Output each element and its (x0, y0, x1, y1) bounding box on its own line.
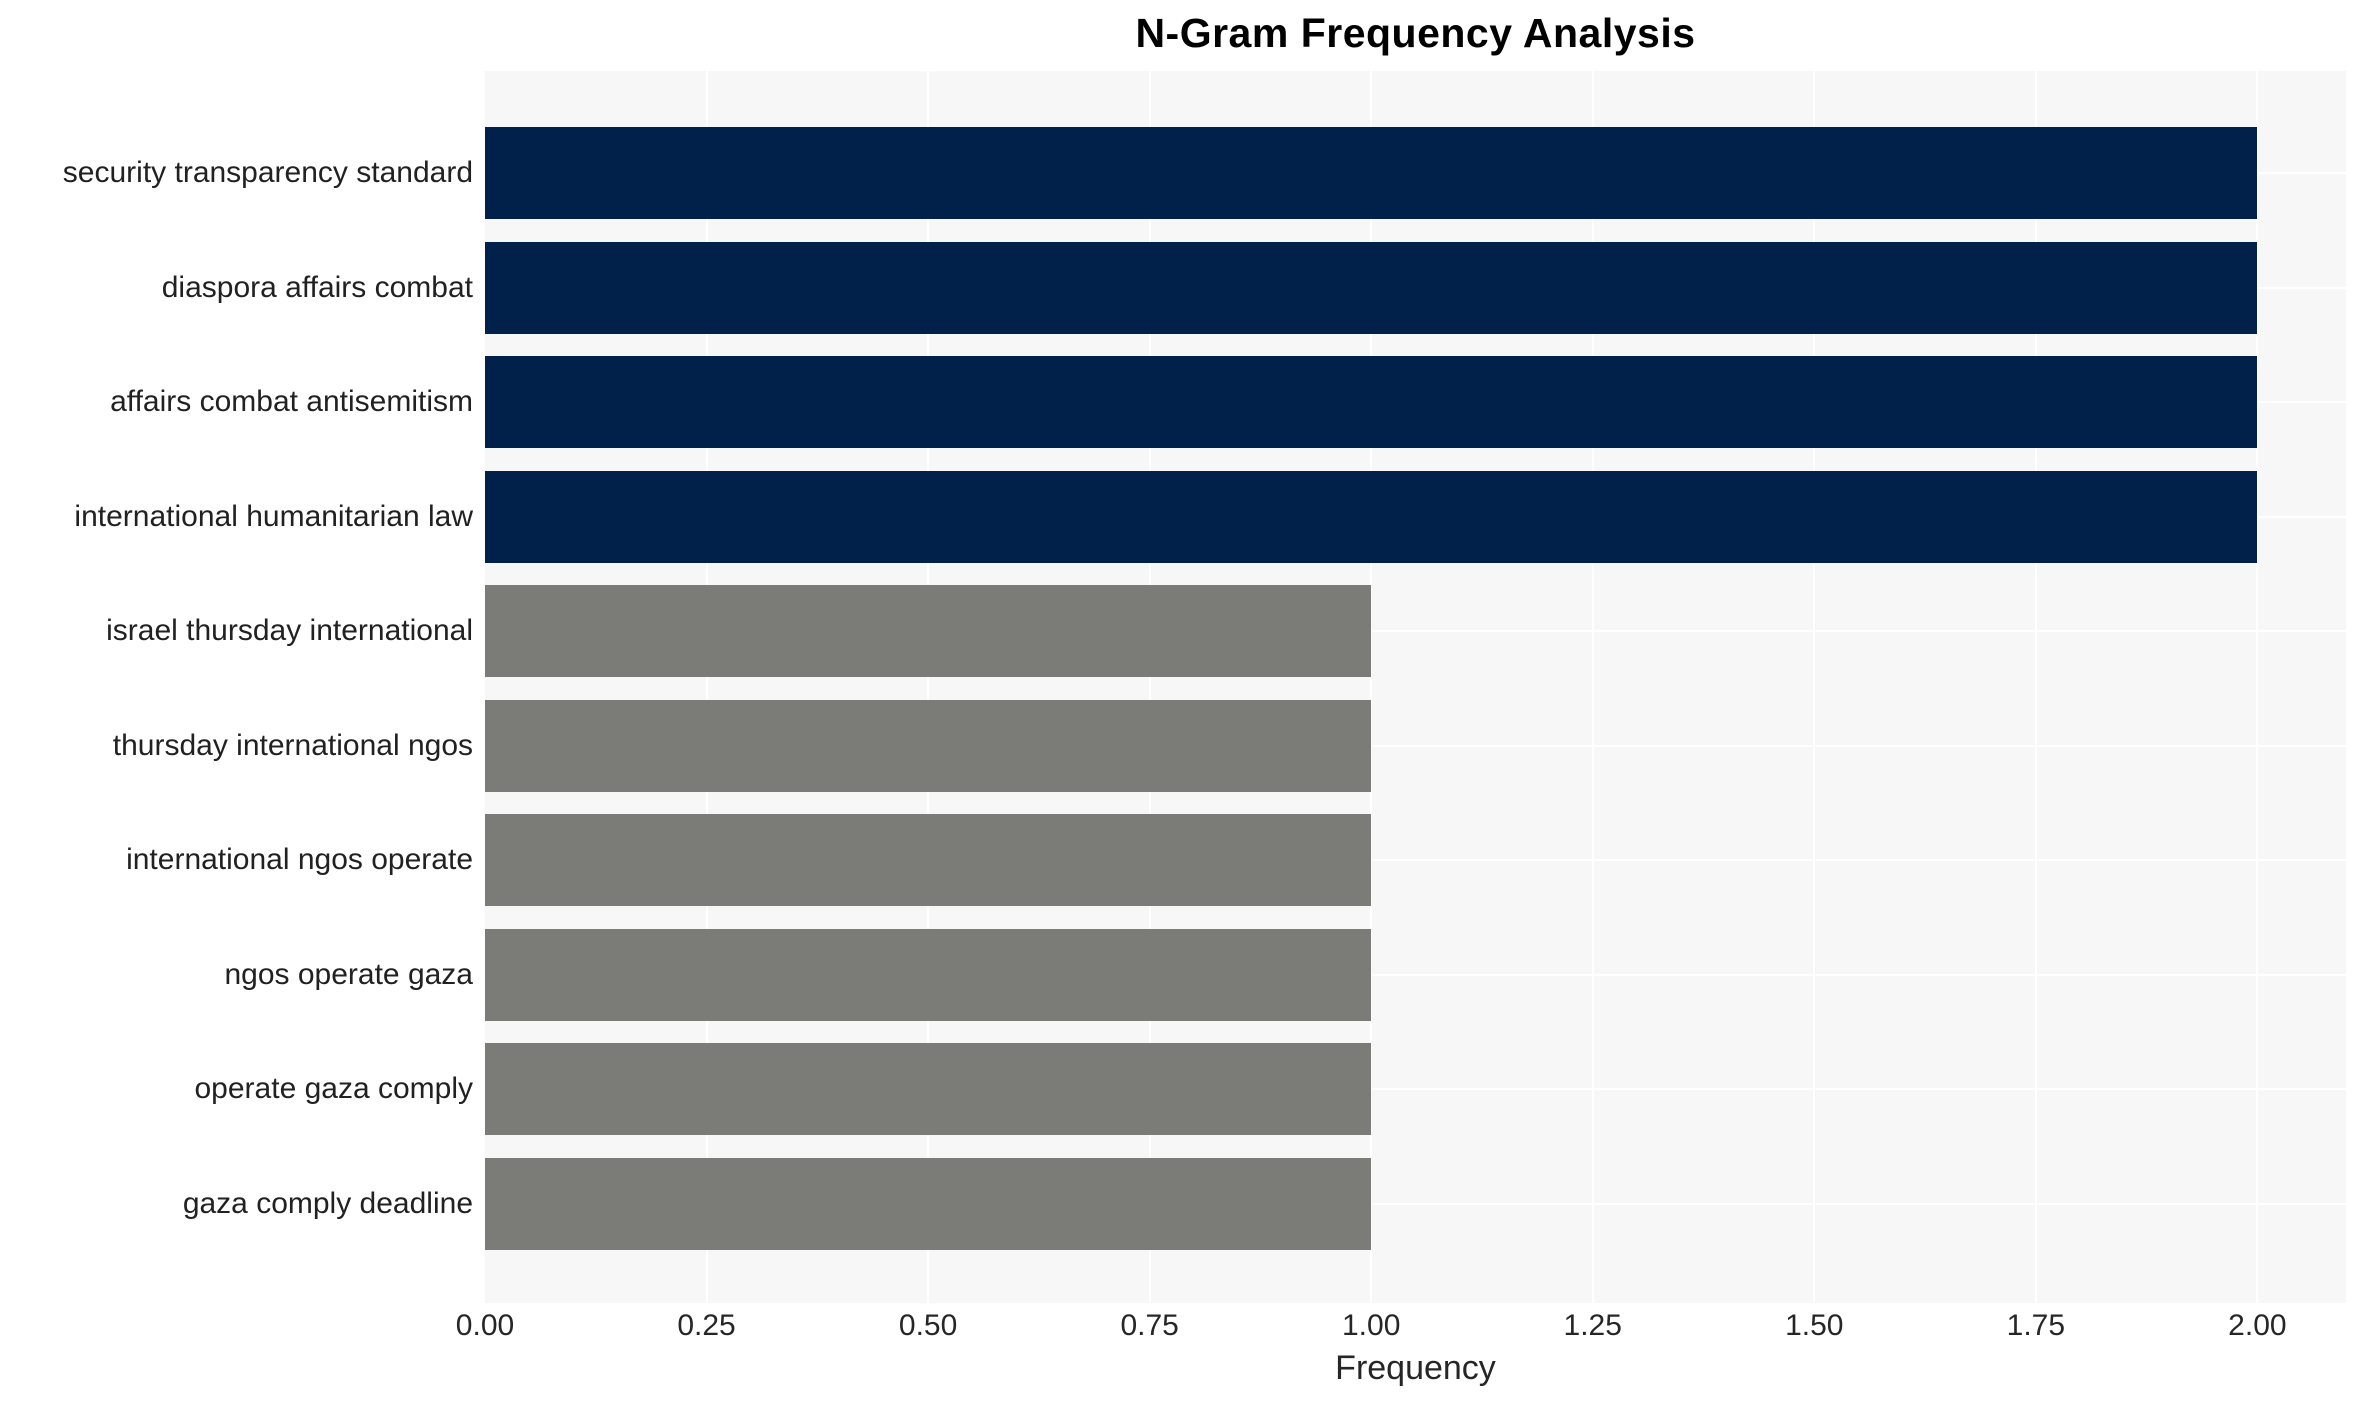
bar-row (485, 689, 2346, 804)
y-tick-label: security transparency standard (62, 156, 473, 190)
frequency-bar (485, 928, 1372, 1021)
chart-title: N-Gram Frequency Analysis (1135, 10, 1696, 56)
y-tick-label: ngos operate gaza (224, 957, 473, 991)
x-tick-label: 2.00 (2228, 1309, 2287, 1342)
y-tick-label: thursday international ngos (112, 728, 473, 762)
x-tick-label: 1.25 (1563, 1309, 1622, 1342)
y-tick-label: diaspora affairs combat (161, 270, 473, 304)
vertical-gridline (2256, 71, 2259, 1303)
bar-row (485, 231, 2346, 346)
vertical-gridline (705, 71, 708, 1303)
plot-area (485, 71, 2346, 1303)
bar-row (485, 1032, 2346, 1147)
frequency-bar (485, 241, 2258, 334)
x-tick-label: 0.50 (898, 1309, 958, 1342)
y-tick-label: affairs combat antisemitism (110, 385, 473, 419)
vertical-gridline (1591, 71, 1594, 1303)
horizontal-gridline (485, 973, 2346, 976)
x-axis-label: Frequency (1335, 1349, 1496, 1387)
vertical-gridline (1148, 71, 1151, 1303)
bar-row (485, 574, 2346, 689)
y-tick-label: israel thursday international (106, 614, 473, 648)
frequency-bar (485, 470, 2258, 563)
y-tick-label: operate gaza comply (194, 1072, 474, 1106)
x-tick-label: 0.00 (455, 1309, 515, 1342)
x-tick-label: 1.00 (1341, 1309, 1401, 1342)
y-tick-label: international ngos operate (126, 843, 473, 877)
frequency-bar (485, 699, 1372, 792)
x-tick-label: 0.25 (677, 1309, 736, 1342)
horizontal-gridline (485, 1202, 2346, 1205)
bar-row (485, 345, 2346, 460)
y-tick-label: international humanitarian law (74, 499, 473, 533)
x-tick-label: 0.75 (1120, 1309, 1179, 1342)
bar-row (485, 460, 2346, 575)
x-tick-label: 1.50 (1785, 1309, 1844, 1342)
bar-row (485, 116, 2346, 231)
frequency-bar (485, 1157, 1372, 1250)
vertical-gridline (1370, 71, 1373, 1303)
vertical-gridline (927, 71, 930, 1303)
bar-row (485, 803, 2346, 918)
y-tick-label: gaza comply deadline (182, 1186, 473, 1220)
x-tick-label: 1.75 (2006, 1309, 2066, 1342)
horizontal-gridline (485, 630, 2346, 633)
frequency-bar (485, 356, 2258, 449)
frequency-bar (485, 814, 1372, 907)
vertical-gridline (2034, 71, 2037, 1303)
bar-row (485, 918, 2346, 1033)
horizontal-gridline (485, 744, 2346, 747)
frequency-bar (485, 127, 2258, 220)
vertical-gridline (1813, 71, 1816, 1303)
frequency-bar (485, 1043, 1372, 1136)
y-axis-labels: security transparency standard diaspora a… (0, 116, 485, 1261)
horizontal-gridline (485, 859, 2346, 862)
bar-row (485, 1147, 2346, 1262)
bar-rows (485, 116, 2346, 1261)
chart-body: security transparency standard diaspora a… (0, 71, 2365, 1303)
frequency-bar (485, 585, 1372, 678)
x-axis-tick-labels: 0.00 0.25 0.50 0.75 1.00 1.25 1.50 1.75 2.00 (456, 1309, 2346, 1347)
horizontal-gridline (485, 1088, 2346, 1091)
